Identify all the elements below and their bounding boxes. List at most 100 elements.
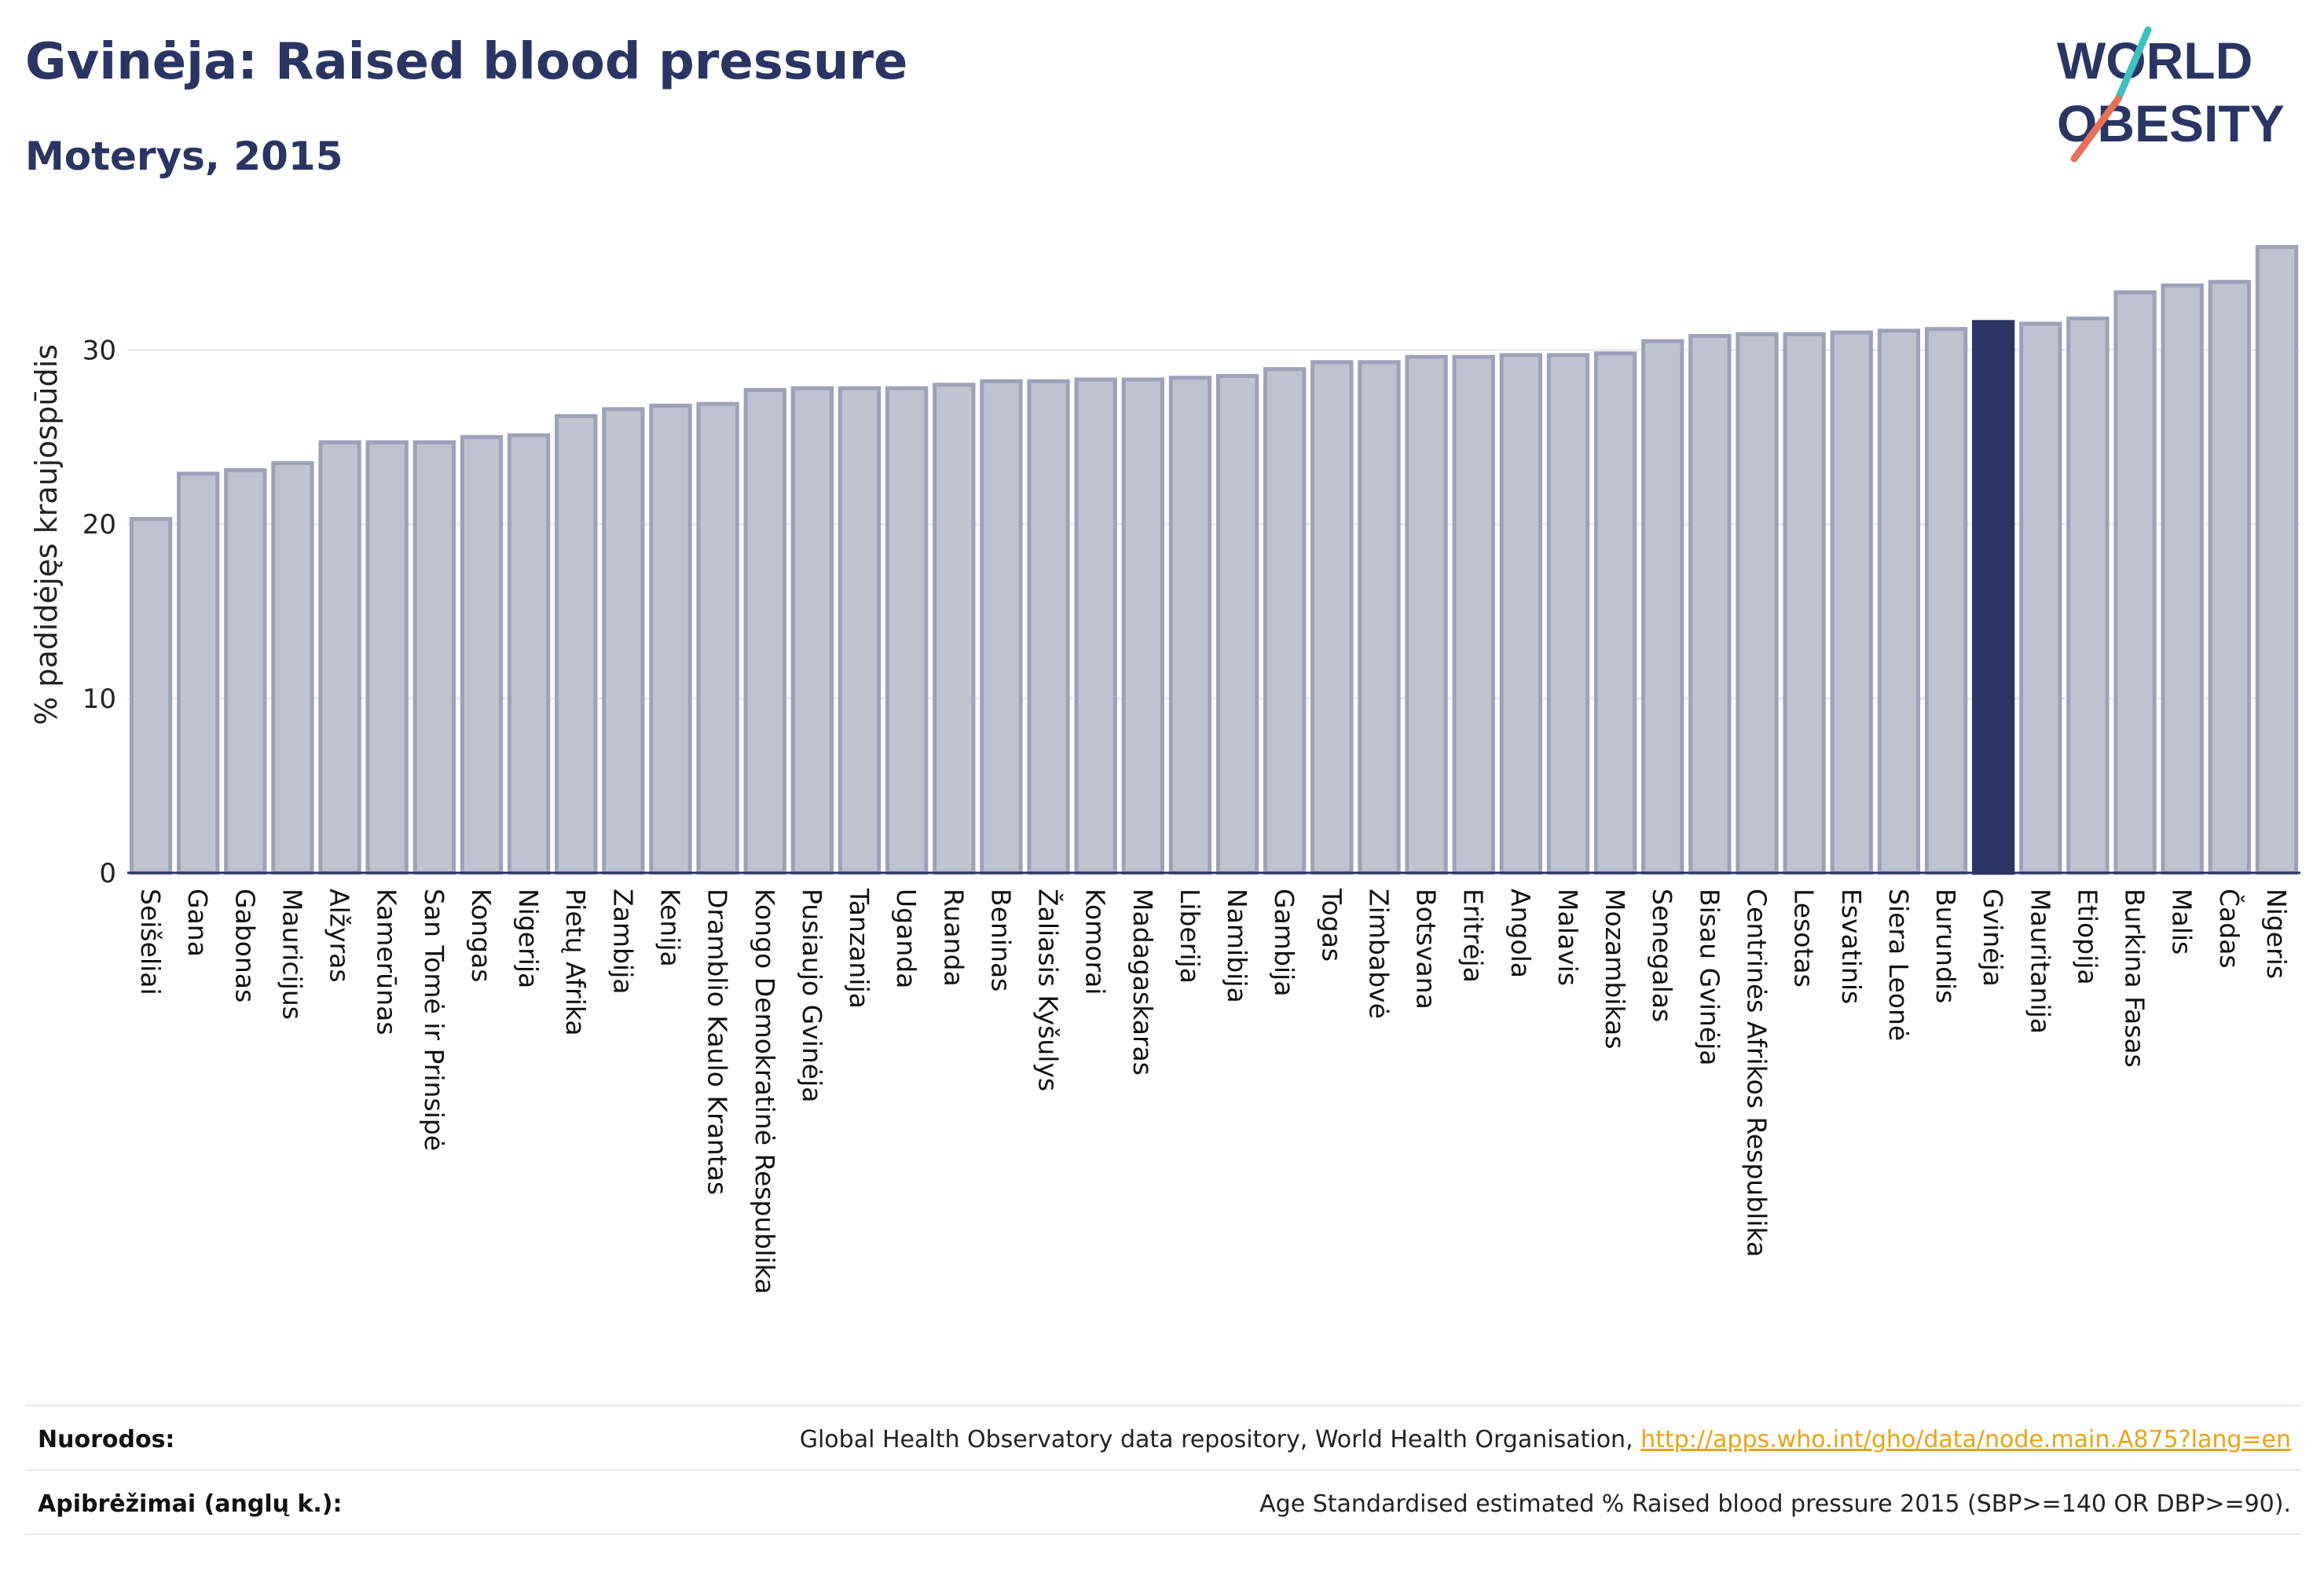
x-tick-label: Komorai <box>1080 889 1111 995</box>
x-tick-label: Nigeris <box>2261 889 2292 979</box>
bar <box>602 407 645 875</box>
x-tick-label: Ruanda <box>938 889 969 987</box>
bar <box>743 387 786 875</box>
x-tick-label: Esvatinis <box>1836 889 1867 1004</box>
x-tick-label: Bisau Gvinėja <box>1694 889 1725 1066</box>
x-tick-label: Mozambikas <box>1600 889 1630 1049</box>
bar <box>1358 360 1401 875</box>
x-tick-label: Botsvana <box>1411 889 1442 1010</box>
bar <box>129 517 173 875</box>
x-tick-label: Centrinės Afrikos Respublika <box>1742 889 1772 1257</box>
footer-divider-bottom <box>25 1534 2300 1535</box>
x-tick-label: Zimbabvė <box>1363 889 1394 1019</box>
x-tick-label: Gana <box>182 889 213 957</box>
x-tick-label: Kongas <box>466 889 497 982</box>
x-tick-label: Togas <box>1316 888 1347 962</box>
x-tick-label: Uganda <box>891 889 922 988</box>
x-tick-label: Malavis <box>1552 889 1583 986</box>
x-tick-label: Zambija <box>607 889 638 994</box>
bar <box>1168 376 1212 875</box>
bar <box>2208 280 2251 875</box>
bar <box>1452 354 1495 875</box>
bar <box>460 434 504 875</box>
bar <box>1783 332 1826 875</box>
x-tick-label: Angola <box>1505 889 1536 978</box>
definitions-value: Age Standardised estimated % Raised bloo… <box>1259 1490 2291 1518</box>
bar <box>177 471 220 875</box>
bar-chart: 0 10 20 30 % padidėjęs kraujospūdis Seišeliai… <box>29 244 2300 1294</box>
bar <box>1215 374 1259 875</box>
bar <box>1830 330 1873 875</box>
bar <box>838 386 882 875</box>
x-tick-label: Beninas <box>985 889 1016 991</box>
x-tick-label: Siera Leonė <box>1883 889 1914 1041</box>
x-tick-label: Burkina Fasas <box>2120 889 2150 1068</box>
bar <box>2113 290 2157 875</box>
y-axis-label: % padidėjęs kraujospūdis <box>29 344 64 725</box>
x-tick-label: Pietų Afrika <box>560 889 591 1036</box>
x-tick-label: Nigerija <box>513 889 544 988</box>
x-tick-label: Malis <box>2167 889 2198 955</box>
bar <box>271 461 314 875</box>
x-tick-label: Tanzanija <box>844 888 874 1009</box>
definitions-label: Apibrėžimai (anglų k.): <box>38 1490 343 1518</box>
x-tick-label: Namibija <box>1222 889 1252 1003</box>
bar <box>1310 360 1354 875</box>
bar <box>980 379 1023 875</box>
bar <box>224 467 267 875</box>
x-tick-label: San Tomė ir Prinsipė <box>419 889 449 1151</box>
bar <box>1263 367 1307 875</box>
y-tick-label: 10 <box>82 684 116 715</box>
page-subtitle: Moterys, 2015 <box>25 134 343 179</box>
bar <box>318 440 361 875</box>
x-tick-label: Lesotas <box>1789 889 1820 988</box>
x-tick-label: Kongo Demokratinė Respublika <box>750 889 780 1294</box>
x-tick-label: Kamerūnas <box>372 889 402 1035</box>
footer-divider-top <box>25 1405 2300 1406</box>
bar <box>790 386 834 875</box>
x-tick-label: Mauritanija <box>2025 889 2055 1034</box>
logo-line-obesity: OBESITY <box>2057 94 2285 152</box>
sources-label: Nuorodos: <box>38 1426 175 1453</box>
bar <box>1405 354 1448 875</box>
x-tick-label: Gvinėja <box>1978 889 2008 987</box>
x-tick-label: Gambija <box>1269 889 1299 996</box>
bar <box>2161 283 2204 875</box>
bar <box>2066 316 2110 875</box>
bar <box>649 403 692 875</box>
x-tick-label: Pusiaujo Gvinėja <box>797 889 827 1102</box>
world-obesity-logo: WORLD OBESITY <box>2057 26 2285 163</box>
logo-line-world: WORLD <box>2057 31 2253 90</box>
x-tick-label: Žaliasis Kyšulys <box>1033 889 1065 1091</box>
logo-slash-coral <box>2070 95 2122 163</box>
x-tick-label: Seišeliai <box>135 889 166 995</box>
sources-link[interactable]: http://apps.who.int/gho/data/node.main.A… <box>1640 1426 2291 1453</box>
sources-text: Global Health Observatory data repositor… <box>799 1426 1641 1453</box>
bar <box>1641 339 1684 875</box>
y-tick-label: 20 <box>82 509 116 541</box>
x-tick-label: Mauricijus <box>277 889 307 1020</box>
bar <box>1877 328 1921 875</box>
bar <box>1971 320 2015 875</box>
bar <box>1688 334 1732 875</box>
page-title: Gvinėja: Raised blood pressure <box>25 33 908 91</box>
bar <box>412 440 456 875</box>
bar <box>365 440 409 875</box>
bar <box>1027 379 1070 875</box>
bar <box>1924 327 1968 875</box>
x-tick-label: Dramblio Kaulo Krantas <box>702 889 733 1195</box>
x-tick-label: Čadas <box>2214 889 2245 969</box>
x-tick-label: Eritrėja <box>1458 889 1489 983</box>
bar <box>2019 321 2062 875</box>
logo-slash-teal <box>2114 26 2152 103</box>
x-tick-label: Alžyras <box>324 889 355 983</box>
bar <box>1593 351 1637 875</box>
x-tick-label: Burundis <box>1930 889 1961 1003</box>
sources-value: Global Health Observatory data repositor… <box>800 1426 2291 1453</box>
bar <box>1546 353 1590 875</box>
x-tick-label: Kenija <box>655 889 686 967</box>
bar <box>885 386 929 875</box>
bar <box>507 433 551 875</box>
bar <box>696 401 739 875</box>
bar <box>1499 353 1543 875</box>
